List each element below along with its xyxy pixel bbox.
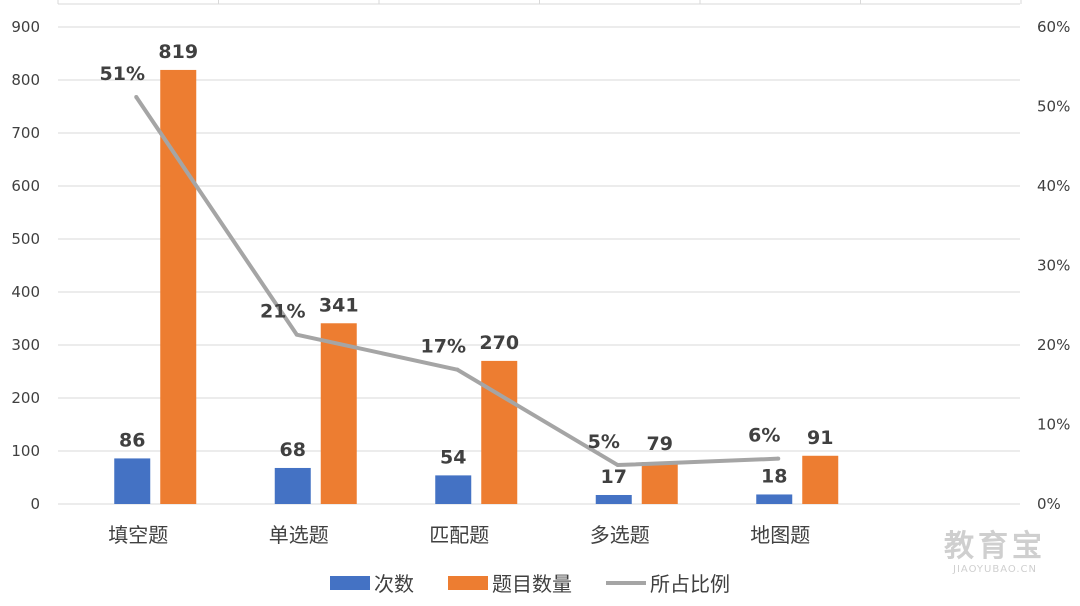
- bar-count: [595, 494, 632, 504]
- right-tick-label: 0%: [1037, 495, 1061, 513]
- left-tick-label: 200: [11, 389, 40, 407]
- category-label: 填空题: [108, 523, 168, 547]
- bar-count: [756, 494, 793, 504]
- left-tick-label: 100: [11, 442, 40, 460]
- ratio-data-label: 5%: [588, 431, 620, 453]
- bar-questions: [641, 462, 678, 504]
- bar-questions: [320, 323, 357, 504]
- left-tick-label: 500: [11, 230, 40, 248]
- bar-data-label: 54: [440, 446, 466, 468]
- legend-label: 次数: [374, 572, 414, 596]
- legend-label: 题目数量: [492, 572, 572, 596]
- line-series: [134, 94, 781, 468]
- grid-lines: [57, 0, 1022, 505]
- left-tick-label: 900: [11, 18, 40, 36]
- bar-count: [435, 475, 472, 504]
- watermark-sub-text: JIAOYUBAO.CN: [953, 564, 1037, 575]
- category-label: 匹配题: [429, 523, 489, 547]
- bar-data-label: 18: [761, 465, 787, 487]
- bar-data-label: 91: [807, 427, 833, 449]
- bar-questions: [802, 455, 839, 504]
- ratio-data-label: 21%: [260, 301, 305, 323]
- category-label: 地图题: [750, 523, 810, 547]
- left-tick-label: 400: [11, 283, 40, 301]
- bar-data-label: 68: [280, 439, 306, 461]
- bar-data-label: 270: [479, 332, 519, 354]
- legend-swatch: [330, 576, 370, 590]
- bar-data-label: 86: [119, 429, 145, 451]
- bar-count: [274, 467, 311, 504]
- legend-swatch: [448, 576, 488, 590]
- ratio-data-label: 51%: [100, 63, 145, 85]
- ratio-point: [455, 367, 460, 372]
- bar-data-label: 819: [158, 41, 198, 63]
- left-axis-ticks: 0 100 200 300 400 500 600 700 800 900: [11, 18, 40, 513]
- watermark-logo: 教育宝 JIAOYUBAO.CN: [920, 529, 1070, 576]
- right-tick-label: 30%: [1037, 257, 1070, 275]
- ratio-point: [615, 463, 620, 468]
- bar-questions: [481, 360, 518, 504]
- ratio-data-label: 17%: [421, 336, 466, 358]
- left-tick-label: 600: [11, 177, 40, 195]
- right-axis-ticks: 0% 10% 20% 30% 40% 50% 60%: [1037, 18, 1070, 513]
- bar-data-label: 341: [319, 294, 359, 316]
- right-tick-label: 60%: [1037, 18, 1070, 36]
- left-tick-label: 0: [30, 495, 40, 513]
- bar-questions: [160, 69, 197, 505]
- data-labels: 86 68 54 17 18 819 341 270 79 91 51% 21% 17% 5% 6%: [100, 41, 834, 488]
- right-tick-label: 10%: [1037, 416, 1070, 434]
- ratio-data-label: 6%: [748, 425, 780, 447]
- right-tick-label: 40%: [1037, 177, 1070, 195]
- category-label: 多选题: [590, 523, 650, 547]
- ratio-point: [134, 94, 139, 99]
- left-tick-label: 700: [11, 124, 40, 142]
- bar-series: [114, 69, 839, 505]
- left-tick-label: 300: [11, 336, 40, 354]
- bar-data-label: 79: [647, 433, 673, 455]
- ratio-point: [776, 456, 781, 461]
- right-tick-label: 50%: [1037, 98, 1070, 116]
- left-tick-label: 800: [11, 71, 40, 89]
- bar-data-label: 17: [601, 466, 627, 488]
- ratio-line: [134, 95, 779, 468]
- legend: 次数 题目数量 所占比例: [330, 572, 730, 596]
- bar-count: [114, 458, 151, 504]
- legend-label: 所占比例: [650, 572, 730, 596]
- watermark-main-text: 教育宝: [944, 529, 1046, 564]
- category-label: 单选题: [269, 523, 329, 547]
- ratio-point: [294, 332, 299, 337]
- category-axis-labels: 填空题 单选题 匹配题 多选题 地图题: [108, 523, 810, 547]
- right-tick-label: 20%: [1037, 336, 1070, 354]
